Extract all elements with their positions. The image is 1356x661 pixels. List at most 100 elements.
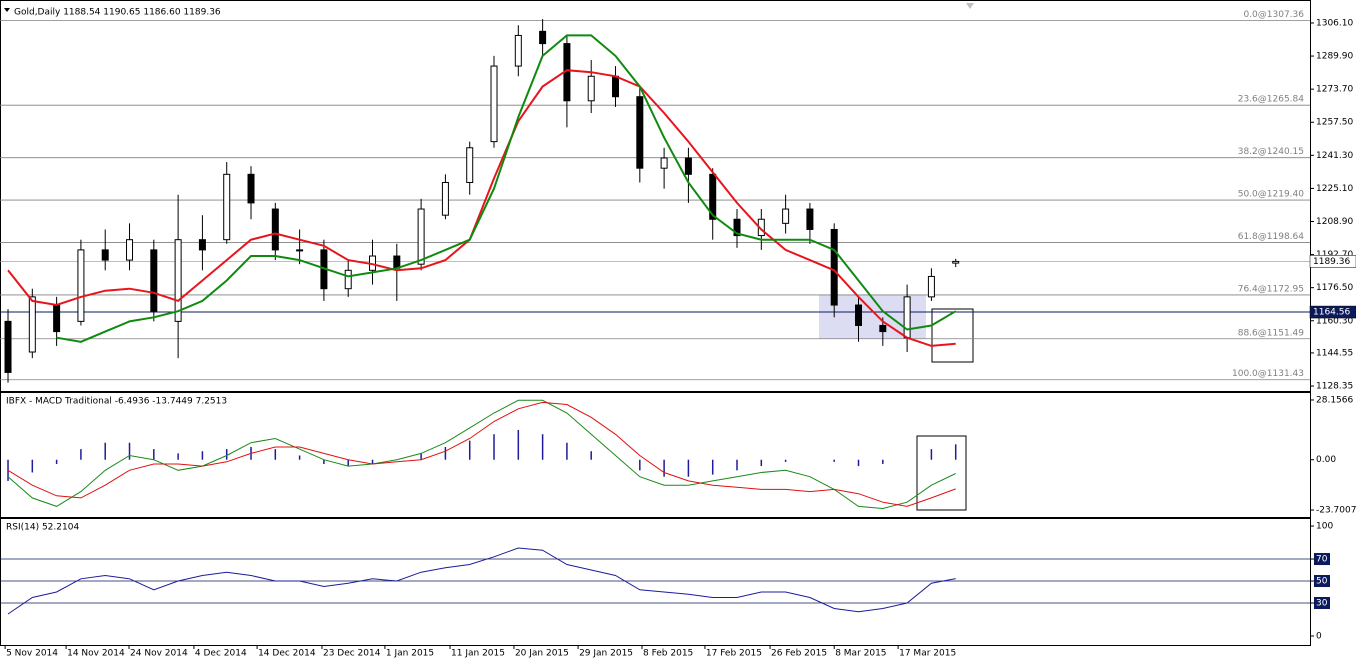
x-tick-label: 23 Dec 2014: [323, 649, 381, 659]
fib-label: 88.6@1151.49: [1238, 328, 1305, 338]
y-tick-box: [1314, 575, 1330, 588]
candle-body: [101, 249, 109, 261]
candle-body: [830, 228, 838, 306]
fib-label: 50.0@1219.40: [1238, 190, 1305, 200]
price-label: 1189.36: [1313, 257, 1350, 267]
title-arrow: [4, 8, 10, 12]
fib-label: 23.6@1265.84: [1238, 95, 1305, 105]
candle-body: [466, 147, 474, 183]
y-tick-label: 1208.90: [1316, 217, 1353, 227]
macd-frame: [0, 392, 1311, 518]
price-box: [1309, 255, 1356, 268]
panel-title: IBFX - MACD Traditional -6.4936 -13.7449…: [6, 397, 227, 407]
shift-marker: [966, 3, 974, 9]
rsi-line: [7, 547, 956, 615]
x-tick-label: 17 Mar 2015: [899, 649, 956, 659]
candle-body: [344, 269, 352, 290]
candle-body: [28, 296, 36, 353]
y-tick-label: 1128.35: [1316, 382, 1353, 392]
x-tick-label: 26 Feb 2015: [771, 649, 827, 659]
moving-average: [56, 34, 957, 343]
y-tick-label: 0: [1316, 631, 1322, 641]
x-tick-label: 4 Dec 2014: [195, 649, 247, 659]
rsi-frame: [0, 518, 1311, 646]
x-tick-label: 8 Mar 2015: [835, 649, 886, 659]
candle-body: [393, 255, 401, 269]
price-box: [1309, 305, 1356, 319]
y-tick-label: 28.1566: [1316, 395, 1353, 405]
candle-body: [879, 324, 887, 333]
candle-body: [247, 173, 255, 204]
candle-body: [684, 157, 692, 175]
candle-body: [952, 260, 960, 264]
candle-body: [660, 157, 668, 169]
candle-body: [806, 208, 814, 230]
candle-body: [198, 239, 206, 251]
panel-title: RSI(14) 52.2104: [6, 523, 79, 533]
candle-body: [417, 208, 425, 265]
annotation-box: [931, 308, 974, 363]
candle-body: [77, 249, 85, 322]
y-tick-label: 1273.70: [1316, 85, 1353, 95]
y-tick-label: -23.7007: [1316, 506, 1356, 516]
y-tick-label: 50: [1316, 577, 1328, 587]
y-tick-label: 1225.10: [1316, 184, 1353, 194]
x-tick-label: 17 Feb 2015: [706, 649, 762, 659]
candle-body: [150, 249, 158, 312]
y-tick-label: 1289.90: [1316, 52, 1353, 62]
macd-line: [7, 401, 956, 507]
fib-label: 0.0@1307.36: [1243, 10, 1304, 20]
candle-body: [733, 218, 741, 237]
price-label: 1164.56: [1313, 308, 1350, 318]
candle-body: [612, 75, 620, 98]
y-tick-box: [1314, 553, 1330, 566]
macd-line: [7, 399, 956, 510]
y-tick-label: 1241.30: [1316, 151, 1353, 161]
annotation-box: [916, 435, 967, 511]
x-tick-label: 5 Nov 2014: [6, 649, 58, 659]
x-tick-label: 14 Nov 2014: [67, 649, 125, 659]
x-tick-label: 11 Jan 2015: [451, 649, 505, 659]
fib-label: 76.4@1172.95: [1238, 284, 1304, 294]
candle-body: [782, 208, 790, 224]
candle-body: [903, 296, 911, 339]
x-tick-label: 14 Dec 2014: [258, 649, 316, 659]
y-tick-label: 1144.55: [1316, 348, 1353, 358]
y-tick-box: [1314, 597, 1330, 610]
candle-body: [271, 208, 279, 251]
y-tick-label: 1257.50: [1316, 118, 1353, 128]
candle-body: [296, 249, 304, 252]
candle-body: [636, 96, 644, 169]
x-tick-label: 1 Jan 2015: [386, 649, 434, 659]
candle-body: [174, 239, 182, 322]
x-tick-label: 20 Jan 2015: [515, 649, 569, 659]
candle-body: [709, 173, 717, 220]
price-frame: [0, 0, 1311, 392]
y-tick-label: 1192.70: [1316, 250, 1353, 260]
candle-body: [53, 304, 61, 333]
candle-body: [223, 173, 231, 241]
candle-body: [441, 181, 449, 216]
y-tick-label: 1176.50: [1316, 283, 1353, 293]
candle-body: [4, 320, 12, 373]
y-tick-label: 70: [1316, 555, 1328, 565]
fib-label: 100.0@1131.43: [1232, 369, 1304, 379]
fib-label: 38.2@1240.15: [1238, 147, 1304, 157]
y-tick-label: 0.00: [1316, 455, 1336, 465]
x-tick-label: 24 Nov 2014: [130, 649, 188, 659]
moving-average: [7, 69, 956, 347]
x-tick-label: 8 Feb 2015: [643, 649, 693, 659]
candle-body: [927, 275, 935, 298]
candle-body: [126, 239, 134, 261]
candle-body: [514, 34, 522, 67]
x-tick-label: 29 Jan 2015: [579, 649, 633, 659]
y-tick-label: 1160.30: [1316, 316, 1353, 326]
fib-label: 61.8@1198.64: [1238, 232, 1305, 242]
candle-body: [539, 30, 547, 45]
candle-body: [587, 75, 595, 102]
y-tick-label: 30: [1316, 599, 1328, 609]
panel-title: Gold,Daily 1188.54 1190.65 1186.60 1189.…: [14, 8, 221, 18]
candle-body: [855, 304, 863, 326]
